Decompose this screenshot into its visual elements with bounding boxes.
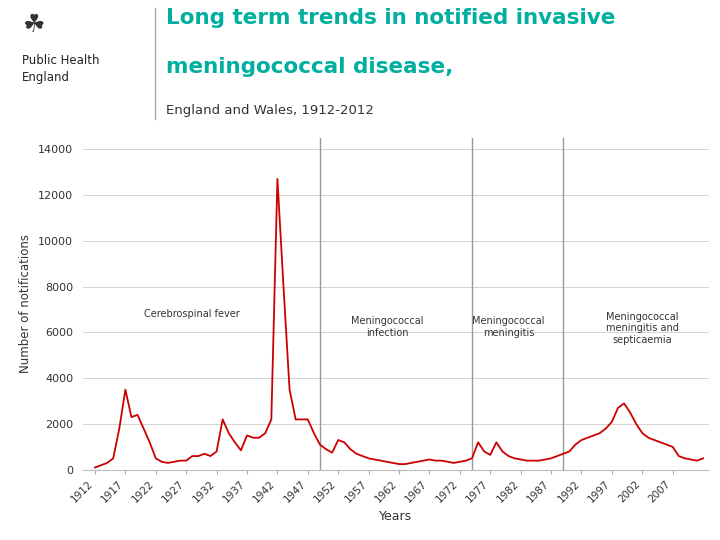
Text: Long term trends in notified invasive: Long term trends in notified invasive — [166, 8, 615, 28]
Text: Cerebrospinal fever: Cerebrospinal fever — [143, 309, 239, 320]
X-axis label: Years: Years — [379, 510, 413, 523]
Text: Meningococcal
meningitis: Meningococcal meningitis — [472, 316, 545, 338]
Text: Meningococcal
meningitis and
septicaemia: Meningococcal meningitis and septicaemia — [606, 312, 679, 345]
Text: Meningococcal
infection: Meningococcal infection — [351, 316, 423, 338]
Text: meningococcal disease,: meningococcal disease, — [166, 57, 453, 77]
Text: 7: 7 — [9, 514, 18, 528]
Text: ☘: ☘ — [22, 14, 44, 37]
Text: England and Wales, 1912-2012: England and Wales, 1912-2012 — [166, 104, 374, 117]
Text: Public Health
England: Public Health England — [22, 54, 99, 84]
Y-axis label: Number of notifications: Number of notifications — [19, 234, 32, 373]
